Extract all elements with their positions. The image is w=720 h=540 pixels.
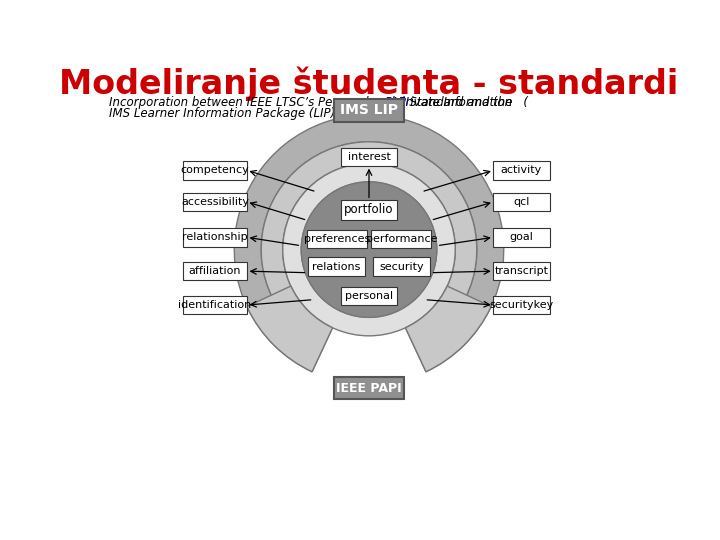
Text: security: security xyxy=(379,261,423,272)
Text: IMS Learner Information Package (LIP): IMS Learner Information Package (LIP) xyxy=(109,107,335,120)
FancyBboxPatch shape xyxy=(341,200,397,220)
FancyBboxPatch shape xyxy=(308,257,365,276)
Text: qcl: qcl xyxy=(513,197,530,207)
Text: accessibility: accessibility xyxy=(181,197,249,207)
FancyBboxPatch shape xyxy=(333,377,405,399)
Text: PAPI: PAPI xyxy=(384,96,410,109)
Text: relationship: relationship xyxy=(182,232,248,242)
FancyBboxPatch shape xyxy=(372,230,431,248)
Text: Incorporation between IEEE LTSC’s Personal and Private Information   (: Incorporation between IEEE LTSC’s Person… xyxy=(109,96,528,109)
Text: transcript: transcript xyxy=(495,266,549,276)
FancyBboxPatch shape xyxy=(341,148,397,166)
Text: securitykey: securitykey xyxy=(490,300,554,310)
Wedge shape xyxy=(283,164,455,336)
FancyBboxPatch shape xyxy=(183,262,248,280)
Wedge shape xyxy=(247,286,333,372)
Wedge shape xyxy=(261,142,477,347)
FancyBboxPatch shape xyxy=(493,228,550,247)
FancyBboxPatch shape xyxy=(183,161,248,179)
FancyBboxPatch shape xyxy=(493,161,550,179)
Text: ) Standard and the: ) Standard and the xyxy=(402,96,513,109)
Text: performance: performance xyxy=(366,234,437,244)
FancyBboxPatch shape xyxy=(333,99,405,122)
Text: personal: personal xyxy=(345,291,393,301)
Text: Modeliranje študenta - standardi: Modeliranje študenta - standardi xyxy=(59,67,679,102)
FancyBboxPatch shape xyxy=(493,262,550,280)
Text: IMS LIP: IMS LIP xyxy=(340,103,398,117)
FancyBboxPatch shape xyxy=(183,228,248,247)
Text: activity: activity xyxy=(501,165,542,176)
Text: interest: interest xyxy=(348,152,390,162)
Text: affiliation: affiliation xyxy=(189,266,241,276)
Wedge shape xyxy=(405,286,491,372)
FancyBboxPatch shape xyxy=(373,257,430,276)
FancyBboxPatch shape xyxy=(493,193,550,211)
Text: relations: relations xyxy=(312,261,361,272)
Circle shape xyxy=(301,182,437,318)
Text: identification: identification xyxy=(179,300,251,310)
FancyBboxPatch shape xyxy=(183,193,248,211)
Text: goal: goal xyxy=(510,232,534,242)
FancyBboxPatch shape xyxy=(183,296,248,314)
Wedge shape xyxy=(234,115,504,372)
Text: IEEE PAPI: IEEE PAPI xyxy=(336,382,402,395)
Text: portfolio: portfolio xyxy=(344,203,394,216)
FancyBboxPatch shape xyxy=(493,296,550,314)
Text: competency: competency xyxy=(181,165,249,176)
FancyBboxPatch shape xyxy=(341,287,397,305)
FancyBboxPatch shape xyxy=(307,230,366,248)
Text: preferences: preferences xyxy=(304,234,370,244)
